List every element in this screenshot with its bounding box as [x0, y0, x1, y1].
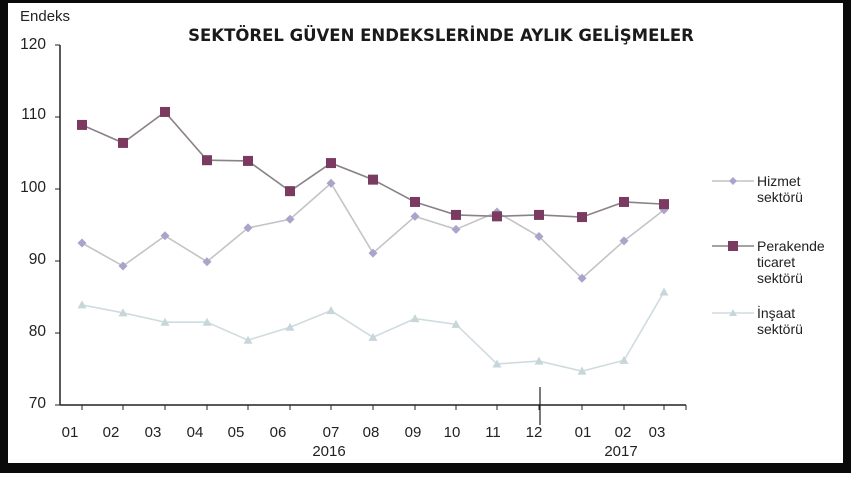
y-axis-label: Endeks	[20, 8, 71, 25]
data-point-marker	[118, 308, 128, 317]
data-point-marker	[619, 196, 629, 207]
data-point-marker	[77, 300, 87, 309]
x-tick-label: 07	[322, 424, 340, 441]
legend-item-hizmet[interactable]: Hizmet sektörü	[712, 173, 842, 205]
data-point-marker	[534, 209, 544, 220]
legend-label: sektörü	[757, 189, 803, 205]
series-hizmet	[77, 178, 669, 283]
chart-frame	[0, 0, 851, 473]
data-point-marker	[202, 317, 212, 326]
x-tick-label: 01	[574, 424, 592, 441]
series-layer	[77, 106, 669, 375]
data-point-marker	[619, 236, 629, 246]
legend-label: sektörü	[757, 321, 803, 337]
x-tick-label: 11	[485, 424, 501, 441]
data-point-marker	[160, 317, 170, 326]
data-point-marker	[326, 306, 336, 315]
series-i̇nşaat	[77, 287, 669, 375]
data-point-marker	[243, 335, 253, 344]
data-point-marker	[577, 273, 587, 283]
data-point-marker	[285, 186, 295, 197]
data-point-marker	[202, 257, 212, 267]
x-tick-label: 03	[144, 424, 162, 441]
x-tick-label: 10	[443, 424, 461, 441]
data-point-marker	[410, 196, 420, 207]
data-point-marker	[202, 155, 212, 166]
x-tick-label: 04	[186, 424, 204, 441]
legend-item-insaat[interactable]: İnşaat sektörü	[712, 305, 842, 337]
data-point-marker	[118, 137, 128, 148]
data-point-marker	[451, 224, 461, 234]
data-point-marker	[659, 287, 669, 296]
data-point-marker	[285, 322, 295, 331]
data-point-marker	[410, 211, 420, 221]
y-tick-label: 120	[20, 36, 46, 53]
data-point-marker	[368, 174, 378, 185]
x-tick-label: 05	[227, 424, 245, 441]
legend-label: sektörü	[757, 270, 803, 286]
x-tick-label: 09	[404, 424, 422, 441]
x-year-label-2017: 2017	[604, 443, 638, 460]
data-point-marker	[368, 248, 378, 258]
data-point-marker	[77, 238, 87, 248]
data-point-marker	[534, 356, 544, 365]
data-point-marker	[451, 319, 461, 328]
data-point-marker	[451, 209, 461, 220]
y-tick-label: 70	[28, 395, 46, 412]
chart-title: SEKTÖREL GÜVEN ENDEKSLERİNDE AYLIK GELİŞ…	[188, 26, 694, 45]
data-point-marker	[619, 355, 629, 364]
x-tick-label: 08	[362, 424, 380, 441]
series-perakende	[77, 106, 669, 223]
data-point-marker	[243, 223, 253, 233]
y-tick-label: 110	[21, 106, 46, 123]
legend-label: Perakende	[757, 238, 825, 254]
x-tick-label: 12	[525, 424, 543, 441]
data-point-marker	[492, 211, 502, 222]
data-point-marker	[160, 106, 170, 117]
x-tick-label: 01	[61, 424, 79, 441]
legend-label: Hizmet	[757, 173, 801, 189]
data-point-marker	[243, 155, 253, 166]
legend-item-perakende[interactable]: Perakende ticaret sektörü	[712, 238, 842, 286]
y-tick-label: 90	[28, 251, 46, 268]
x-tick-label: 03	[648, 424, 666, 441]
data-point-marker	[160, 231, 170, 241]
x-tick-label: 02	[614, 424, 632, 441]
legend-label: ticaret	[757, 254, 796, 270]
x-tick-label: 06	[269, 424, 287, 441]
square-marker-icon	[712, 241, 754, 251]
data-point-marker	[577, 212, 587, 223]
x-tick-label: 02	[102, 424, 120, 441]
data-point-marker	[577, 366, 587, 375]
data-point-marker	[285, 214, 295, 224]
diamond-marker-icon	[712, 177, 754, 185]
data-point-marker	[77, 119, 87, 130]
legend-label: İnşaat	[757, 305, 796, 321]
data-point-marker	[326, 178, 336, 188]
data-point-marker	[326, 158, 336, 169]
triangle-marker-icon	[712, 309, 754, 316]
y-tick-label: 80	[28, 323, 46, 340]
data-point-marker	[118, 261, 128, 271]
x-year-label-2016: 2016	[312, 443, 346, 460]
data-point-marker	[659, 199, 669, 210]
data-point-marker	[534, 232, 544, 242]
y-tick-label: 100	[20, 179, 46, 196]
data-point-marker	[492, 359, 502, 368]
data-point-marker	[368, 332, 378, 341]
axes	[55, 44, 687, 425]
data-point-marker	[410, 314, 420, 323]
